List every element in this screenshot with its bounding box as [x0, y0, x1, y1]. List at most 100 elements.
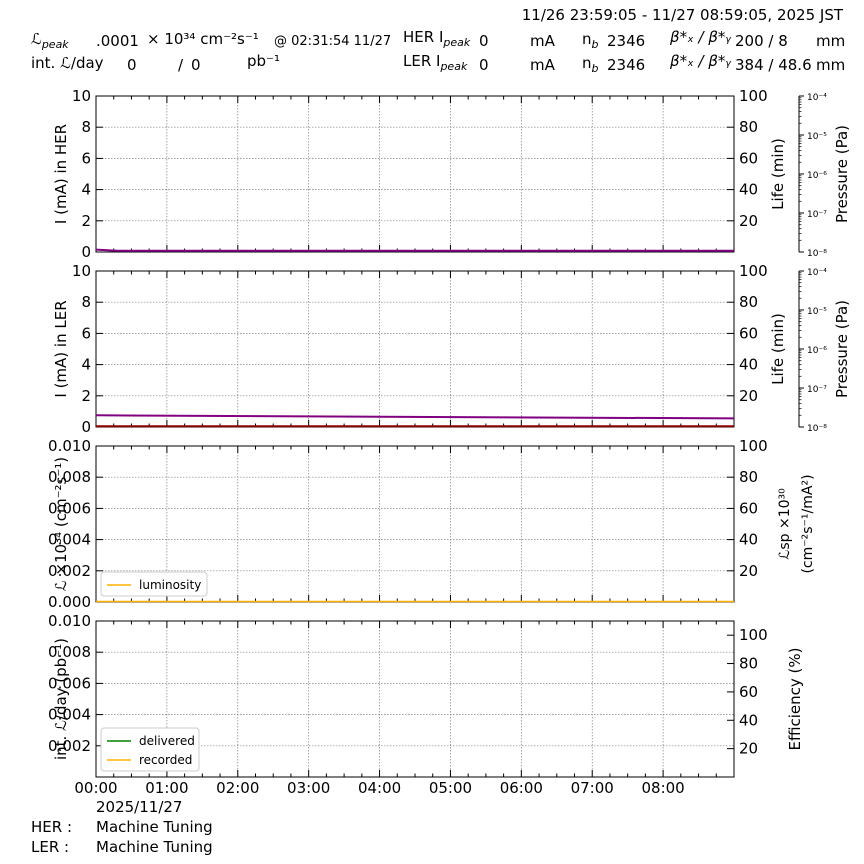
plot-frame	[95, 270, 735, 428]
footer-date: 2025/11/27	[96, 798, 183, 816]
y-tick-label: 2	[81, 387, 91, 405]
y2-tick-label: 20	[739, 212, 758, 230]
ler-status: Machine Tuning	[96, 838, 213, 856]
y2-tick-label: 20	[739, 387, 758, 405]
her-nb-label: nb	[582, 30, 599, 51]
ler-nb-label: nb	[582, 54, 599, 75]
y2-tick-label: 40	[739, 356, 758, 374]
y-tick-label: 0.008	[48, 468, 91, 486]
y3-tick-label: 10⁻⁸	[807, 424, 827, 434]
lpeak-symbol: ℒ	[31, 30, 42, 48]
ler-ipeak-sub: peak	[440, 60, 468, 73]
y2-tick-label: 80	[739, 118, 758, 136]
y3-tick-label: 10⁻⁸	[807, 249, 827, 259]
y-tick-label: 10	[72, 262, 91, 280]
ler-mm-unit: mm	[816, 56, 846, 74]
legend-label-recorded: recorded	[139, 753, 192, 767]
x-tick-label: 06:00	[500, 779, 543, 797]
y-tick-label: 0	[81, 418, 91, 436]
y3-tick-label: 10⁻⁶	[807, 346, 827, 356]
y-tick-label: 6	[81, 324, 91, 342]
y3-tick-label: 10⁻⁵	[807, 132, 827, 142]
time-range: 11/26 23:59:05 - 11/27 08:59:05, 2025 JS…	[521, 6, 843, 24]
y-tick-label: 0.004	[48, 531, 91, 549]
y3-axis-label: Pressure (Pa)	[833, 300, 851, 398]
lpeak-label: ℒpeak	[31, 30, 69, 51]
legend-label-luminosity: luminosity	[139, 578, 201, 592]
y3-tick-label: 10⁻⁷	[807, 210, 827, 220]
y2-tick-label: 80	[739, 468, 758, 486]
y3-axis-label: Pressure (Pa)	[833, 125, 851, 223]
y2-tick-label: 20	[739, 740, 758, 758]
y2-axis-label: Life (min)	[769, 138, 787, 210]
legend-label-delivered: delivered	[139, 734, 195, 748]
y-tick-label: 0.008	[48, 643, 91, 661]
ler-ipeak-value: 0	[479, 56, 489, 74]
y2-tick-label: 40	[739, 531, 758, 549]
intl-unit: pb⁻¹	[247, 52, 280, 70]
x-tick-label: 04:00	[358, 779, 401, 797]
intl-recorded: 0	[191, 56, 201, 74]
her-beta-label: β*ₓ / β*ᵧ	[670, 28, 731, 46]
y2-tick-label: 60	[739, 499, 758, 517]
ler-i-text: LER I	[403, 52, 441, 70]
her-i-text: HER I	[403, 28, 444, 46]
y2-tick-label: 80	[739, 655, 758, 673]
lpeak-sub: peak	[41, 38, 69, 51]
y-tick-label: 4	[81, 181, 91, 199]
y3-tick-label: 10⁻⁴	[807, 268, 827, 278]
y-tick-label: 8	[81, 118, 91, 136]
ler-status-label: LER :	[31, 838, 70, 856]
y2-tick-label: 100	[739, 626, 768, 644]
plot-frame	[95, 95, 735, 253]
y2-tick-label: 80	[739, 293, 758, 311]
y-tick-label: 2	[81, 212, 91, 230]
y-tick-label: 0.010	[48, 612, 91, 630]
ler-ipeak-label: LER Ipeak	[403, 52, 467, 73]
x-tick-label: 08:00	[641, 779, 684, 797]
y-tick-label: 0.000	[48, 593, 91, 611]
x-tick-label: 01:00	[145, 779, 188, 797]
ler-nb-value: 2346	[607, 56, 646, 74]
her-nb-value: 2346	[607, 32, 646, 50]
y3-tick-label: 10⁻⁴	[807, 93, 827, 103]
y-tick-label: 0.004	[48, 706, 91, 724]
intl-sep: /	[178, 56, 184, 74]
y-tick-label: 0.006	[48, 674, 91, 692]
x-tick-label: 03:00	[287, 779, 330, 797]
y-tick-label: 0.006	[48, 499, 91, 517]
lpeak-unit: × 10³⁴ cm⁻²s⁻¹	[147, 30, 259, 48]
y2-tick-label: 60	[739, 683, 758, 701]
y2-tick-label: 20	[739, 562, 758, 580]
her-status-label: HER :	[31, 818, 73, 836]
legend-box	[100, 571, 208, 597]
y2-tick-label: 60	[739, 324, 758, 342]
series-line-her-current-0	[95, 248, 734, 252]
her-mm-unit: mm	[816, 32, 846, 50]
y3-tick-label: 10⁻⁷	[807, 385, 827, 395]
y-tick-label: 0.010	[48, 437, 91, 455]
her-ipeak-label: HER Ipeak	[403, 28, 470, 49]
y2-tick-label: 40	[739, 711, 758, 729]
her-nb-sub: b	[591, 38, 599, 51]
ler-nb-n: n	[582, 54, 592, 72]
y2-tick-label: 40	[739, 181, 758, 199]
y2-tick-label: 100	[739, 437, 768, 455]
series-line-ler-current-0	[95, 414, 735, 420]
x-tick-label: 02:00	[216, 779, 259, 797]
y-tick-label: 0.002	[48, 737, 91, 755]
her-ipeak-sub: peak	[443, 36, 471, 49]
y2-axis-label: (cm⁻²s⁻¹/mA²)	[800, 474, 816, 573]
her-ipeak-value: 0	[479, 32, 489, 50]
y2-axis-label: Efficiency (%)	[786, 648, 804, 751]
ler-ma-unit: mA	[530, 56, 555, 74]
y2-axis-label: ℒsp ×10³⁰	[777, 488, 793, 560]
lpeak-value: .0001	[96, 32, 139, 50]
y-tick-label: 10	[72, 87, 91, 105]
ler-nb-sub: b	[591, 62, 599, 75]
y-axis-label: I (mA) in LER	[52, 300, 70, 397]
x-tick-label: 05:00	[429, 779, 472, 797]
y-tick-label: 4	[81, 356, 91, 374]
y2-tick-label: 100	[739, 262, 768, 280]
